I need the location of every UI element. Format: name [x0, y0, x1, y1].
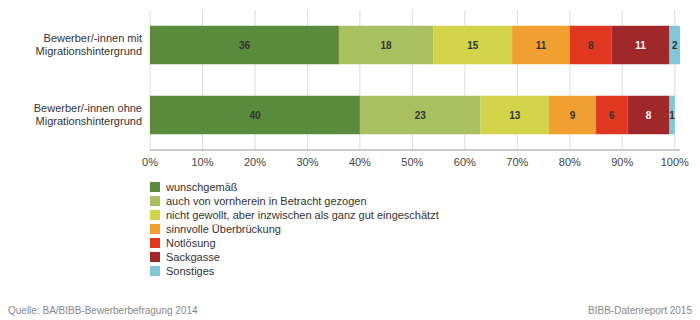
- x-tick-label: 50%: [401, 156, 423, 168]
- data-label: 8: [588, 40, 594, 51]
- bar-segment: [670, 26, 680, 65]
- data-label: 15: [467, 40, 479, 51]
- bar-segment: [596, 96, 627, 135]
- legend-label: nicht gewollt, aber inzwischen als ganz …: [166, 209, 439, 221]
- data-label: 6: [609, 110, 615, 121]
- bars: [150, 26, 680, 135]
- bar-segment: [150, 96, 360, 135]
- legend-label: Notlösung: [166, 237, 216, 249]
- x-tick-label: 70%: [506, 156, 528, 168]
- data-label: 36: [239, 40, 251, 51]
- legend-swatch: [150, 182, 160, 192]
- legend-label: sinnvolle Überbrückung: [166, 223, 281, 235]
- source-note: BIBB-Datenreport 2015: [588, 305, 692, 316]
- data-label: 1: [669, 110, 675, 121]
- grid: [150, 10, 675, 150]
- data-labels: 36 40 18 23 15 13 11 9 8 6 11 8 2 1: [239, 40, 678, 121]
- y-tick-label-line: Bewerber/-innen ohne: [34, 102, 142, 114]
- data-label: 8: [646, 110, 652, 121]
- data-label: 11: [536, 40, 547, 51]
- x-tick-label: 0%: [142, 156, 158, 168]
- x-tick-label: 100%: [661, 156, 689, 168]
- legend-label: auch von vornherein in Betracht gezogen: [166, 195, 367, 207]
- legend-swatch: [150, 252, 160, 262]
- bar-segment: [549, 96, 596, 135]
- bar-segment: [628, 96, 670, 135]
- x-tick-label: 30%: [296, 156, 318, 168]
- chart: 0% 10% 20% 30% 40% 50% 60% 70% 80% 90% 100% Bewerbe…: [0, 0, 700, 320]
- y-tick-label: Bewerber/-innen mitMigrationshintergrund: [36, 32, 142, 57]
- data-label: 9: [570, 110, 576, 121]
- page: {"chart_data": { "type": "bar", "orienta…: [0, 0, 700, 320]
- data-label: 13: [509, 110, 521, 121]
- bar-segment: [481, 96, 549, 135]
- bar-segment: [570, 26, 612, 65]
- legend-label: wunschgemäß: [165, 181, 238, 193]
- x-axis-line: [150, 150, 680, 151]
- legend-swatch: [150, 266, 160, 276]
- source-note: Quelle: BA/BIBB-Bewerberbefragung 2014: [8, 305, 198, 316]
- data-label: 40: [249, 110, 261, 121]
- bar-segment: [512, 26, 570, 65]
- legend-label: Sonstiges: [166, 265, 215, 277]
- bar-segment: [150, 26, 339, 65]
- x-tick-label: 60%: [454, 156, 476, 168]
- x-tick-label: 80%: [559, 156, 581, 168]
- legend-swatch: [150, 196, 160, 206]
- legend-label: Sackgasse: [166, 251, 220, 263]
- legend-swatch: [150, 238, 160, 248]
- data-label: 2: [672, 40, 678, 51]
- bar-segment: [433, 26, 512, 65]
- data-label: 23: [415, 110, 427, 121]
- legend-swatch: [150, 210, 160, 220]
- data-label: 11: [635, 40, 646, 51]
- legend-swatch: [150, 224, 160, 234]
- y-tick-label-line: Migrationshintergrund: [36, 45, 142, 57]
- legend: wunschgemäß auch von vornherein in Betrac…: [150, 181, 439, 277]
- x-tick-label: 90%: [611, 156, 633, 168]
- y-tick-label: Bewerber/-innen ohneMigrationshintergrun…: [34, 102, 142, 127]
- x-tick-label: 20%: [244, 156, 266, 168]
- x-tick-label: 40%: [349, 156, 371, 168]
- y-tick-label-line: Bewerber/-innen mit: [44, 32, 142, 44]
- bar-segment: [670, 96, 675, 135]
- bar-segment: [339, 26, 433, 65]
- bar-segment: [612, 26, 670, 65]
- data-label: 18: [381, 40, 393, 51]
- y-tick-label-line: Migrationshintergrund: [36, 115, 142, 127]
- x-tick-label: 10%: [191, 156, 213, 168]
- bar-segment: [360, 96, 481, 135]
